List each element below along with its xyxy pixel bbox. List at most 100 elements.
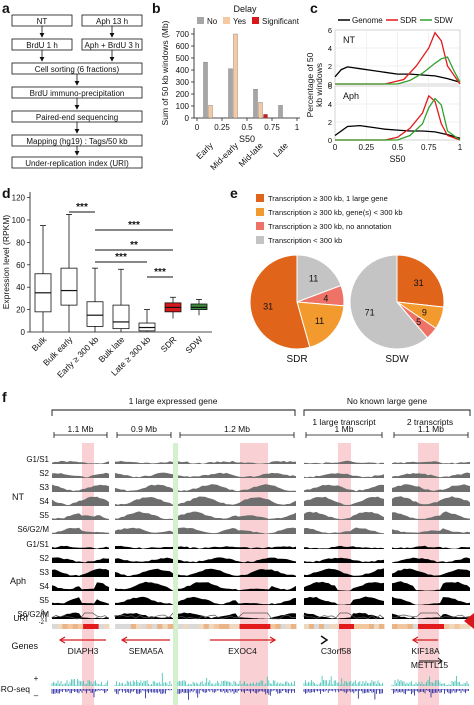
gro-minus-sign: –: [34, 691, 39, 700]
x-tick-label: 0.5: [392, 143, 404, 152]
gene-arrow-icon: [419, 657, 443, 665]
track-signal: [392, 581, 470, 591]
uri-heat-cell: [103, 624, 110, 629]
gene-arrow-icon: [120, 636, 128, 644]
flow-label-ip: BrdU immuno-precipitation: [30, 89, 125, 98]
uri-heat-cell: [433, 624, 440, 629]
flow-box-uri: [11, 156, 143, 169]
uri-heat-cell: [67, 624, 74, 629]
uri-line: [303, 612, 385, 620]
uri-heat-cell: [280, 624, 287, 629]
track-signal: [304, 511, 384, 520]
track-signal: [392, 613, 470, 619]
category-label: SDW: [183, 334, 204, 355]
legend-e3: Transcription < 300 kb: [268, 236, 342, 245]
uri-heat-cell: [354, 624, 360, 629]
y-tick-label: 20: [16, 306, 25, 315]
track-signal: [178, 484, 296, 492]
uri-heat-cell: [329, 624, 335, 629]
legend-swatch-e0: [256, 194, 264, 202]
track-label: G1/S1: [26, 455, 49, 464]
uri-heat-cell: [285, 624, 292, 629]
y-tick-label: 300: [176, 78, 190, 87]
significance-label: ***: [115, 252, 127, 263]
track-signal: [178, 568, 296, 577]
uri-tick: -2: [39, 620, 45, 626]
y-tick-label: 6: [328, 26, 332, 35]
uri-heat-cell: [397, 624, 403, 629]
panel-d-letter: d: [2, 185, 11, 201]
bar: [263, 114, 268, 119]
scale-label: 0.9 Mb: [131, 424, 157, 434]
uri-heat-cell: [270, 624, 276, 629]
x-tick-label: 0: [195, 123, 200, 132]
uri-heat-cell: [167, 624, 174, 629]
track-signal: [178, 496, 296, 506]
category-label: Late: [271, 140, 290, 159]
gro-minus-track: [114, 689, 172, 699]
category-label: Early: [194, 140, 215, 161]
flow-label-seq: Paired-end sequencing: [36, 113, 118, 122]
genes-label: Genes: [11, 641, 38, 651]
track-label: S3: [39, 483, 49, 492]
track-signal: [52, 484, 109, 492]
x-tick-label: 0.5: [241, 123, 253, 132]
gene-arrow-icon: [411, 636, 419, 644]
x-tick-label: 0.75: [264, 123, 280, 132]
uri-label: URI: [13, 613, 28, 623]
y-axis-title-2: kb windows: [314, 63, 324, 107]
uri-heat-cell: [178, 624, 184, 629]
track-signal: [115, 460, 173, 464]
legend-e1: Transcription ≥ 300 kb, gene(s) < 300 kb: [268, 208, 403, 217]
uri-heat-cell: [62, 624, 68, 629]
uri-heat-cell: [249, 624, 256, 629]
panel-b-legend-title: Delay: [233, 4, 257, 14]
chart-c: 0 2 4 6 NT 0 2 4 6 Aph 0 0.25 0.5 0.75 1 S50 Percentage …: [305, 26, 463, 164]
track-signal: [178, 582, 296, 591]
legend-swatch-significant: [252, 17, 259, 24]
flow-label-nt: NT: [37, 17, 48, 26]
gro-plus-track: [51, 678, 108, 686]
category-label: Bulk: [30, 334, 49, 353]
track-signal: [392, 496, 470, 506]
track-label: S5: [39, 596, 49, 605]
series-line-sdr: [335, 94, 461, 141]
series-line-sdw: [335, 97, 461, 141]
x-axis-title: S50: [389, 154, 405, 164]
legend-sdw: SDW: [434, 16, 453, 25]
track-signal: [392, 511, 470, 520]
gene-name: C3orf58: [321, 646, 352, 656]
track-signal: [115, 557, 173, 563]
flow-label-uri: Under-replication index (URI): [25, 159, 129, 168]
track-signal: [178, 527, 296, 534]
track-signal: [52, 527, 109, 534]
track-signal: [115, 613, 173, 619]
y-tick-label: 0: [21, 328, 26, 337]
track-label: S4: [39, 582, 49, 591]
box: [60, 267, 78, 306]
uri-tick: 0: [41, 615, 45, 621]
track-label: S5: [39, 511, 49, 520]
y-tick-label: 600: [176, 42, 190, 51]
gro-plus-track: [391, 676, 469, 686]
track-signal: [304, 460, 384, 464]
uri-heat-cell: [423, 624, 429, 629]
track-signal: [52, 582, 109, 591]
panel-b: b Delay No Yes Significant 0 100 200 300 400…: [152, 0, 300, 172]
pie-slice-label: 5: [416, 317, 421, 327]
track-signal: [52, 612, 109, 619]
gene-arrow-icon: [269, 636, 277, 644]
track-label: S3: [39, 568, 49, 577]
uri-line: [51, 612, 110, 620]
track-signal: [178, 612, 296, 619]
pie-slice-label: 9: [422, 308, 427, 318]
uri-heat-cell: [364, 624, 370, 629]
y-tick-label: 100: [12, 216, 26, 225]
track-label: S6/G2/M: [17, 610, 49, 619]
bar: [278, 105, 283, 119]
track-signal: [304, 527, 384, 534]
series-line-genome: [334, 124, 461, 139]
flow-label-brdu: BrdU 1 h: [26, 41, 58, 50]
legend-sdr: SDR: [400, 16, 417, 25]
track-signal: [115, 497, 173, 506]
